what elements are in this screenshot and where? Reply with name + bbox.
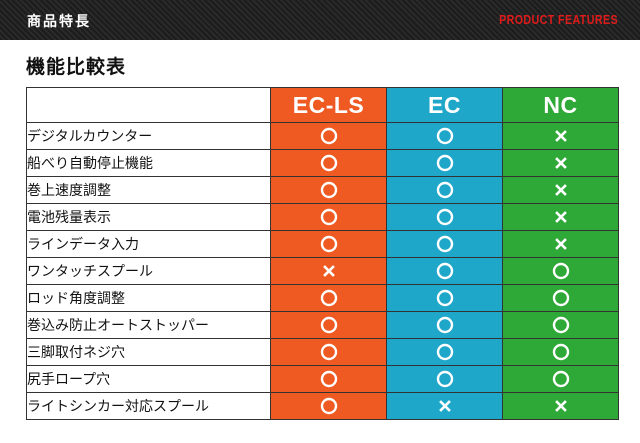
circle-icon bbox=[320, 181, 337, 199]
mark-cell bbox=[502, 122, 619, 150]
feature-label: 巻上速度調整 bbox=[26, 176, 271, 204]
feature-label: 三脚取付ネジ穴 bbox=[26, 338, 271, 366]
header-title-ja: 商品特長 bbox=[27, 14, 91, 30]
mark-cell bbox=[386, 149, 503, 177]
mark-cell bbox=[270, 203, 387, 231]
circle-icon bbox=[320, 343, 337, 361]
column-header-ec: EC bbox=[386, 87, 503, 123]
circle-icon bbox=[436, 181, 453, 199]
column-header-ec-ls: EC-LS bbox=[270, 87, 387, 123]
circle-icon bbox=[320, 208, 337, 226]
mark-cell bbox=[270, 338, 387, 366]
feature-label: 船べり自動停止機能 bbox=[26, 149, 271, 177]
mark-cell bbox=[270, 230, 387, 258]
header-title-en: PRODUCT FEATURES bbox=[499, 12, 618, 27]
feature-label: ロッド角度調整 bbox=[26, 284, 271, 312]
table-row: 電池残量表示 bbox=[26, 203, 619, 231]
column-header-nc: NC bbox=[502, 87, 619, 123]
table-row: ロッド角度調整 bbox=[26, 284, 619, 312]
circle-icon bbox=[436, 289, 453, 307]
header-bar: 商品特長 PRODUCT FEATURES bbox=[0, 0, 640, 40]
circle-icon bbox=[436, 127, 453, 145]
circle-icon bbox=[320, 289, 337, 307]
circle-icon bbox=[552, 289, 569, 307]
feature-label: ライトシンカー対応スプール bbox=[26, 392, 271, 420]
cross-icon bbox=[554, 130, 567, 142]
feature-label: ラインデータ入力 bbox=[26, 230, 271, 258]
table-row: 巻込み防止オートストッパー bbox=[26, 311, 619, 339]
circle-icon bbox=[320, 370, 337, 388]
feature-comparison-table: EC-LS EC NC デジタルカウンター 船べり自動停止機能 巻上速度調整 電池残量表示… bbox=[26, 87, 619, 420]
circle-icon bbox=[552, 370, 569, 388]
cross-icon bbox=[438, 400, 451, 412]
mark-cell bbox=[270, 149, 387, 177]
mark-cell bbox=[386, 176, 503, 204]
table-row: デジタルカウンター bbox=[26, 122, 619, 150]
table-header-row: EC-LS EC NC bbox=[26, 87, 619, 123]
table-row: 三脚取付ネジ穴 bbox=[26, 338, 619, 366]
mark-cell bbox=[386, 122, 503, 150]
table-row: ライトシンカー対応スプール bbox=[26, 392, 619, 420]
mark-cell bbox=[386, 230, 503, 258]
mark-cell bbox=[270, 284, 387, 312]
table-row: 尻手ロープ穴 bbox=[26, 365, 619, 393]
circle-icon bbox=[436, 316, 453, 334]
feature-label: 電池残量表示 bbox=[26, 203, 271, 231]
cross-icon bbox=[554, 157, 567, 169]
feature-label: 巻込み防止オートストッパー bbox=[26, 311, 271, 339]
mark-cell bbox=[270, 392, 387, 420]
mark-cell bbox=[502, 176, 619, 204]
mark-cell bbox=[502, 149, 619, 177]
circle-icon bbox=[436, 343, 453, 361]
cross-icon bbox=[554, 238, 567, 250]
cross-icon bbox=[554, 184, 567, 196]
circle-icon bbox=[320, 316, 337, 334]
table-body: デジタルカウンター 船べり自動停止機能 巻上速度調整 電池残量表示 ラインデータ入力 ワン… bbox=[26, 122, 619, 420]
table-corner-cell bbox=[26, 87, 271, 123]
mark-cell bbox=[502, 257, 619, 285]
table-row: 巻上速度調整 bbox=[26, 176, 619, 204]
mark-cell bbox=[386, 338, 503, 366]
feature-label: デジタルカウンター bbox=[26, 122, 271, 150]
mark-cell bbox=[502, 230, 619, 258]
circle-icon bbox=[320, 127, 337, 145]
mark-cell bbox=[270, 122, 387, 150]
circle-icon bbox=[320, 397, 337, 415]
table-row: ワンタッチスプール bbox=[26, 257, 619, 285]
mark-cell bbox=[502, 365, 619, 393]
table-row: ラインデータ入力 bbox=[26, 230, 619, 258]
cross-icon bbox=[322, 265, 335, 277]
mark-cell bbox=[270, 311, 387, 339]
mark-cell bbox=[270, 176, 387, 204]
circle-icon bbox=[552, 262, 569, 280]
mark-cell bbox=[502, 392, 619, 420]
mark-cell bbox=[502, 284, 619, 312]
cross-icon bbox=[554, 211, 567, 223]
table-row: 船べり自動停止機能 bbox=[26, 149, 619, 177]
circle-icon bbox=[320, 235, 337, 253]
mark-cell bbox=[270, 365, 387, 393]
feature-label: 尻手ロープ穴 bbox=[26, 365, 271, 393]
cross-icon bbox=[554, 400, 567, 412]
mark-cell bbox=[502, 338, 619, 366]
mark-cell bbox=[386, 284, 503, 312]
mark-cell bbox=[386, 392, 503, 420]
mark-cell bbox=[502, 311, 619, 339]
circle-icon bbox=[552, 316, 569, 334]
circle-icon bbox=[552, 343, 569, 361]
mark-cell bbox=[386, 365, 503, 393]
mark-cell bbox=[386, 311, 503, 339]
mark-cell bbox=[386, 257, 503, 285]
mark-cell bbox=[502, 203, 619, 231]
circle-icon bbox=[436, 154, 453, 172]
circle-icon bbox=[436, 262, 453, 280]
mark-cell bbox=[386, 203, 503, 231]
section-title: 機能比較表 bbox=[26, 56, 127, 78]
circle-icon bbox=[320, 154, 337, 172]
circle-icon bbox=[436, 208, 453, 226]
feature-label: ワンタッチスプール bbox=[26, 257, 271, 285]
circle-icon bbox=[436, 235, 453, 253]
circle-icon bbox=[436, 370, 453, 388]
mark-cell bbox=[270, 257, 387, 285]
